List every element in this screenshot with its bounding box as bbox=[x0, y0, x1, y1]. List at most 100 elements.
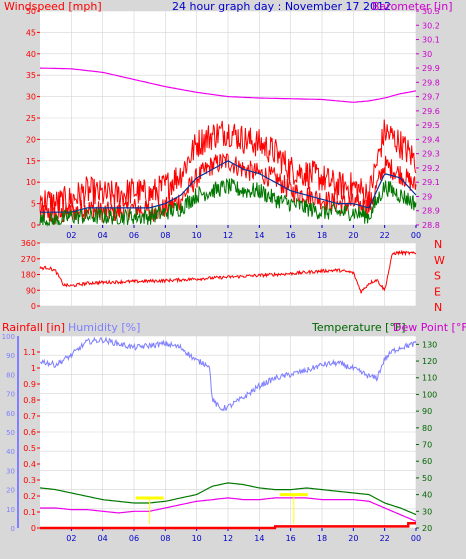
y-tick-label: 30 bbox=[422, 50, 432, 59]
y-tick-label: 40 bbox=[422, 491, 432, 500]
y-tick-label: 0 bbox=[31, 221, 36, 230]
y-tick-label: 29.8 bbox=[422, 78, 440, 87]
dewpoint-axis-label: Dew Point [°F] bbox=[393, 321, 466, 334]
y-tick-label: 0.1 bbox=[23, 508, 36, 517]
compass-label: N bbox=[434, 301, 442, 314]
y-tick-label: 25 bbox=[26, 114, 36, 123]
x-tick-label: 02 bbox=[66, 231, 76, 240]
humidity-tick-label: 40 bbox=[6, 448, 15, 456]
y-tick-label: 30.3 bbox=[422, 7, 440, 16]
humidity-tick-label: 100 bbox=[2, 333, 15, 341]
x-tick-label: 02 bbox=[66, 534, 76, 543]
y-tick-label: 29.4 bbox=[422, 135, 440, 144]
series-line-humidity bbox=[39, 336, 417, 412]
y-tick-label: 130 bbox=[422, 340, 437, 349]
humidity-tick-label: 10 bbox=[6, 506, 15, 514]
series-line-barometer bbox=[40, 67, 417, 103]
compass-label: N bbox=[434, 238, 442, 251]
y-tick-label: 30 bbox=[26, 93, 36, 102]
x-tick-label: 08 bbox=[160, 231, 170, 240]
x-tick-label: 06 bbox=[129, 534, 139, 543]
humidity-tick-label: 20 bbox=[6, 487, 15, 495]
y-tick-label: 90 bbox=[26, 286, 36, 295]
y-tick-label: 29.7 bbox=[422, 93, 440, 102]
x-tick-label: 04 bbox=[98, 231, 108, 240]
series-line-wind-direction bbox=[39, 249, 417, 294]
y-tick-label: 0.7 bbox=[23, 412, 36, 421]
humidity-tick-label: 70 bbox=[6, 391, 15, 399]
y-tick-label: 180 bbox=[21, 271, 36, 280]
x-tick-label: 10 bbox=[192, 231, 202, 240]
y-tick-label: 35 bbox=[26, 71, 36, 80]
humidity-tick-label: 0 bbox=[11, 525, 15, 533]
y-tick-label: 29.3 bbox=[422, 150, 440, 159]
wind-barometer-panel: 0 5 10 15 20 25 30 35 40 45 50 28.8 28.9 29 29.1 29.2 2… bbox=[4, 0, 453, 240]
y-tick-label: 0.2 bbox=[23, 492, 36, 501]
humidity-tick-label: 30 bbox=[6, 467, 15, 475]
y-tick-label: 0.8 bbox=[23, 396, 36, 405]
y-tick-label: 80 bbox=[422, 424, 432, 433]
y-tick-label: 50 bbox=[422, 474, 432, 483]
y-tick-label: 110 bbox=[422, 374, 437, 383]
x-tick-label: 00 bbox=[411, 534, 421, 543]
temperature-axis-label: Temperature [°F] bbox=[311, 321, 406, 334]
x-tick-label: 08 bbox=[160, 534, 170, 543]
humidity-axis-label: Humidity [%] bbox=[68, 321, 140, 334]
series-line-temperature bbox=[39, 482, 417, 516]
y-tick-label: 29.1 bbox=[422, 178, 440, 187]
x-tick-label: 12 bbox=[223, 534, 233, 543]
x-tick-label: 20 bbox=[348, 231, 358, 240]
y-tick-label: 29.9 bbox=[422, 64, 440, 73]
y-tick-label: 20 bbox=[26, 135, 36, 144]
compass-label: W bbox=[434, 254, 445, 267]
compass-label: S bbox=[434, 270, 441, 283]
humidity-tick-label: 50 bbox=[6, 429, 15, 437]
y-tick-label: 20 bbox=[422, 524, 432, 533]
y-tick-label: 90 bbox=[422, 407, 432, 416]
x-tick-label: 16 bbox=[286, 231, 296, 240]
y-tick-label: 30 bbox=[422, 507, 432, 516]
y-tick-label: 0 bbox=[31, 302, 36, 311]
y-tick-label: 0.9 bbox=[23, 380, 36, 389]
y-tick-label: 30.2 bbox=[422, 21, 440, 30]
y-tick-label: 270 bbox=[21, 255, 36, 264]
x-tick-label: 04 bbox=[98, 534, 108, 543]
series-line-rainfall bbox=[40, 521, 416, 530]
y-tick-label: 50 bbox=[26, 7, 36, 16]
x-tick-label: 14 bbox=[254, 534, 264, 543]
series-line-gust bbox=[39, 119, 417, 216]
y-tick-label: 60 bbox=[422, 457, 432, 466]
series-line-average bbox=[40, 160, 417, 213]
x-tick-label: 20 bbox=[348, 534, 358, 543]
y-tick-label: 40 bbox=[26, 50, 36, 59]
y-tick-label: 5 bbox=[31, 200, 36, 209]
rainfall-axis-label: Rainfall [in] bbox=[2, 321, 65, 334]
humidity-tick-label: 90 bbox=[6, 352, 15, 360]
y-tick-label: 0 bbox=[31, 524, 36, 533]
y-tick-label: 0.4 bbox=[23, 460, 36, 469]
y-tick-label: 360 bbox=[21, 239, 36, 248]
series-line-dew-point bbox=[40, 497, 417, 522]
y-tick-label: 29.2 bbox=[422, 164, 440, 173]
x-tick-label: 22 bbox=[380, 534, 390, 543]
temp-humidity-panel: 0 0.1 0.2 0.3 0.4 0.5 0.6 0.7 0.8 0.9 1 1.1 0 10 20 30… bbox=[2, 321, 466, 543]
y-tick-label: 0.6 bbox=[23, 428, 36, 437]
windspeed-axis-label: Windspeed [mph] bbox=[4, 0, 102, 13]
y-tick-label: 10 bbox=[26, 178, 36, 187]
barometer-axis-label: Barometer [in] bbox=[372, 0, 453, 13]
y-tick-label: 15 bbox=[26, 157, 36, 166]
humidity-tick-label: 80 bbox=[6, 371, 15, 379]
y-tick-label: 30.1 bbox=[422, 36, 440, 45]
x-tick-label: 14 bbox=[254, 231, 264, 240]
x-tick-label: 18 bbox=[317, 534, 327, 543]
x-tick-label: 22 bbox=[380, 231, 390, 240]
x-tick-label: 12 bbox=[223, 231, 233, 240]
y-tick-label: 70 bbox=[422, 441, 432, 450]
x-tick-label: 10 bbox=[192, 534, 202, 543]
series-line-low bbox=[39, 177, 417, 227]
compass-label: E bbox=[434, 285, 441, 298]
y-tick-label: 1.1 bbox=[23, 348, 36, 357]
